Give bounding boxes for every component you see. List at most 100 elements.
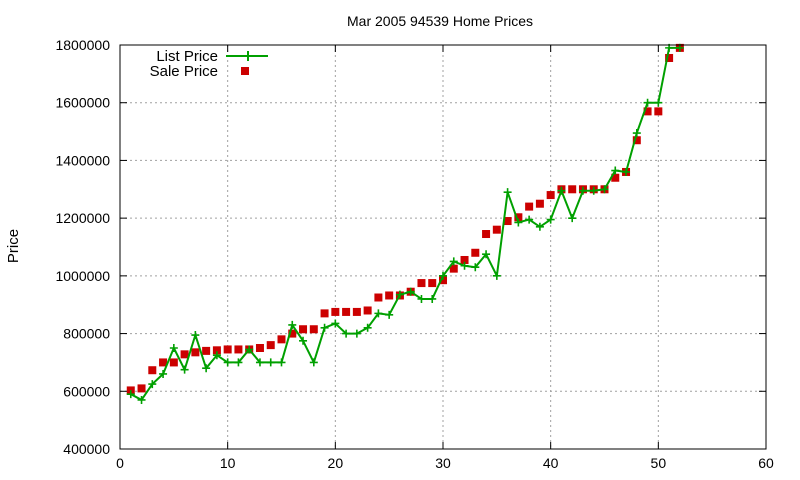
sale-price-point [482, 230, 491, 239]
list-price-point [159, 369, 168, 378]
list-price-point [546, 215, 555, 224]
list-price-point [417, 294, 426, 303]
list-price-point [180, 365, 189, 374]
list-price-point [320, 323, 329, 332]
sale-price-point [449, 264, 458, 273]
list-price-point [632, 129, 641, 138]
legend: List Price Sale Price [150, 48, 268, 80]
y-tick-label: 400000 [63, 441, 110, 457]
sale-price-point [568, 185, 577, 194]
sale-price-point [471, 248, 480, 257]
legend-marker-list-price [243, 51, 253, 61]
x-tick-label: 40 [543, 455, 559, 471]
list-price-point [449, 257, 458, 266]
list-price-point [331, 319, 340, 328]
list-price-point [255, 358, 264, 367]
y-tick-label: 1400000 [55, 152, 110, 168]
sale-price-point [352, 307, 361, 316]
list-price-point [245, 345, 254, 354]
legend-label-list-price: List Price [156, 48, 218, 65]
y-tick-label: 1000000 [55, 268, 110, 284]
list-price-point [223, 358, 232, 367]
list-price-point [482, 250, 491, 259]
y-axis-label: Price [5, 229, 22, 263]
y-tick-label: 1600000 [55, 95, 110, 111]
sale-price-point [331, 307, 340, 316]
sale-price-point [428, 279, 437, 288]
list-price-point [374, 309, 383, 318]
sale-price-point [525, 202, 534, 211]
sale-price-point [611, 173, 620, 182]
sale-price-point [320, 309, 329, 318]
legend-label-sale-price: Sale Price [150, 63, 218, 80]
sale-price-point [363, 306, 372, 315]
chart-title: Mar 2005 94539 Home Prices [347, 13, 533, 29]
sale-price-point [417, 279, 426, 288]
sale-price-point [439, 276, 447, 285]
list-price-point [439, 271, 447, 280]
y-tick-label: 1200000 [55, 210, 110, 226]
list-price-point [234, 358, 243, 367]
list-price-point [385, 310, 394, 319]
sale-price-point [180, 350, 189, 359]
sale-price-point [234, 345, 243, 354]
list-price-point [654, 98, 663, 107]
list-price-point [535, 222, 544, 231]
x-tick-label: 50 [651, 455, 667, 471]
x-tick-label: 10 [220, 455, 236, 471]
list-price-point [643, 98, 652, 107]
y-tick-label: 800000 [63, 326, 110, 342]
list-price-point [191, 331, 200, 340]
list-price-point [212, 351, 221, 360]
list-price-point [352, 329, 361, 338]
list-price-point [492, 271, 501, 280]
sale-price-point [632, 136, 641, 145]
series-layer [126, 43, 684, 404]
list-price-point [299, 336, 308, 345]
x-tick-label: 0 [116, 455, 124, 471]
sale-price-point [299, 325, 308, 334]
sale-price-point [191, 348, 200, 357]
y-tick-labels: 400000 600000 800000 1000000 1200000 1400000 1… [55, 37, 110, 457]
list-price-line [130, 46, 680, 401]
list-price-point [363, 323, 372, 332]
sale-price-point [148, 366, 157, 375]
sale-price-point [309, 325, 318, 334]
list-price-point [126, 390, 135, 399]
list-price-point [568, 214, 577, 223]
list-price-point [525, 215, 534, 224]
y-tick-label: 1800000 [55, 37, 110, 53]
list-price-point [169, 344, 178, 352]
list-price-point [148, 380, 157, 389]
list-price-point [288, 320, 297, 329]
sale-price-point [460, 255, 469, 264]
list-price-point [395, 290, 404, 299]
list-price-point [277, 358, 286, 367]
plot-frame [119, 44, 767, 450]
sale-price-point [223, 345, 232, 354]
x-tick-labels: 0 10 20 30 40 50 60 [116, 455, 774, 471]
sale-price-point [137, 384, 146, 393]
list-price-point [309, 358, 318, 367]
list-price-point [202, 364, 211, 373]
sale-price-point [159, 358, 168, 367]
sale-price-point [546, 191, 555, 200]
sale-price-point [535, 199, 544, 208]
sale-price-point [342, 307, 351, 316]
legend-marker-sale-price [241, 67, 249, 75]
list-price-point [406, 287, 415, 296]
list-price-point [137, 395, 146, 404]
list-price-point [428, 294, 437, 303]
sale-price-point [169, 358, 178, 367]
list-price-point [503, 188, 512, 197]
list-price-point [557, 186, 566, 195]
sale-price-point [385, 291, 394, 300]
list-price-point [460, 261, 469, 270]
sale-price-point [288, 329, 297, 338]
list-price-point [514, 218, 523, 227]
list-price-point [342, 329, 351, 338]
sale-price-point [492, 225, 501, 234]
sale-price-point [374, 293, 383, 302]
x-tick-label: 30 [435, 455, 451, 471]
